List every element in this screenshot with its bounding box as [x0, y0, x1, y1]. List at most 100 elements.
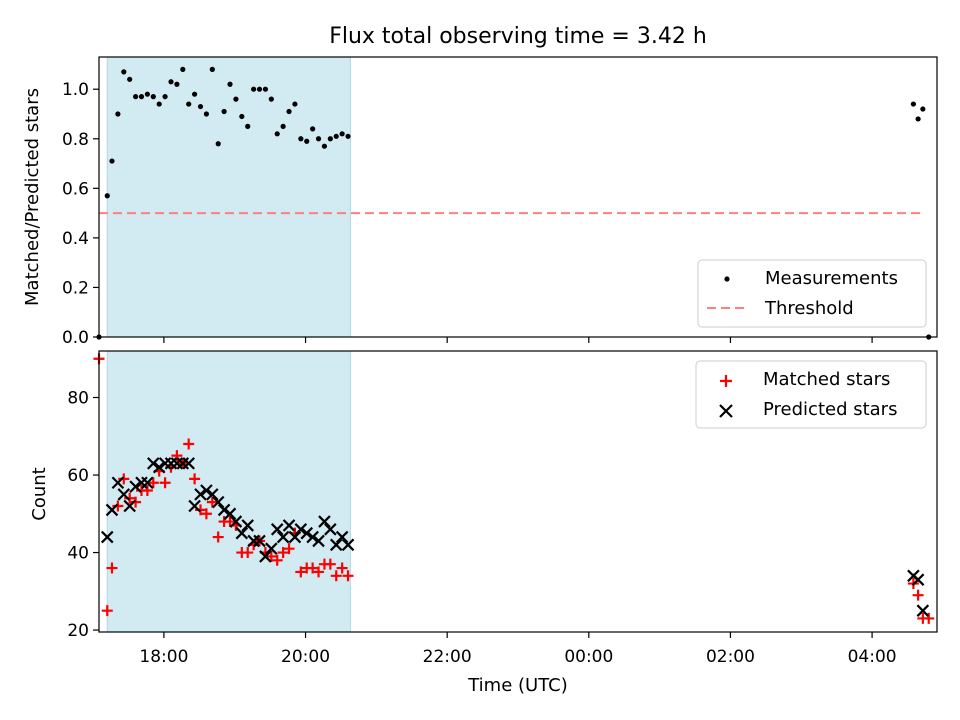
top-observing-interval-shading: [106, 56, 351, 338]
measurement-point: [215, 141, 221, 147]
matched-star-marker: [313, 566, 325, 578]
matched-star-marker: [336, 562, 348, 574]
predicted-star-marker: [235, 526, 249, 540]
measurement-point: [132, 94, 139, 100]
x-axis-label: Time (UTC): [467, 675, 568, 696]
measurement-point: [127, 76, 133, 82]
matched-star-marker: [295, 566, 307, 578]
top-y-tick-label: 1.0: [62, 80, 89, 100]
measurement-point: [144, 91, 150, 97]
measurement-point: [168, 79, 174, 85]
measurement-point: [920, 106, 926, 112]
matched-star-marker: [112, 500, 124, 512]
measurement-point: [327, 136, 333, 142]
predicted-star-marker: [335, 530, 349, 544]
predicted-star-marker: [147, 457, 160, 470]
measurement-point: [333, 133, 339, 139]
predicted-star-marker: [318, 515, 331, 528]
measurement-point: [115, 111, 121, 117]
predicted-star-marker: [265, 542, 278, 555]
measurement-point: [251, 86, 257, 92]
legend-matched-marker: [720, 375, 732, 387]
x-tick-label: 00:00: [564, 647, 613, 667]
measurement-point: [345, 133, 351, 139]
predicted-star-marker: [188, 499, 201, 513]
measurement-point: [203, 111, 210, 117]
predicted-star-marker: [123, 499, 136, 513]
matched-star-marker: [106, 562, 118, 574]
measurement-point: [150, 94, 156, 100]
top-y-tick-label: 0.8: [62, 130, 89, 150]
matched-star-marker: [206, 496, 218, 508]
measurement-point: [180, 66, 186, 72]
x-tick-label: 02:00: [706, 647, 755, 667]
measurement-point: [304, 138, 310, 144]
bottom-y-axis-label: Count: [29, 467, 50, 520]
legend-threshold-label: Threshold: [764, 298, 854, 319]
measurement-point: [138, 94, 145, 100]
predicted-star-marker: [276, 530, 290, 544]
predicted-star-marker: [141, 476, 154, 490]
measurement-point: [310, 126, 316, 132]
measurement-point: [239, 113, 245, 120]
measurement-point: [268, 96, 274, 102]
predicted-star-marker: [911, 573, 925, 586]
measurement-point: [245, 123, 251, 129]
predicted-star-marker: [182, 457, 195, 470]
matched-star-marker: [283, 543, 295, 555]
x-tick-label: 22:00: [423, 647, 472, 667]
legend-predicted-marker: [719, 404, 733, 418]
predicted-star-marker: [253, 534, 266, 548]
matched-star-marker: [130, 496, 142, 508]
predicted-star-marker: [341, 538, 355, 552]
matched-star-marker: [118, 473, 130, 485]
measurement-point: [221, 108, 227, 115]
matched-star-marker: [171, 450, 183, 462]
top-y-axis-label: Matched/Predicted stars: [22, 88, 43, 306]
matched-star-marker: [307, 562, 319, 574]
measurement-point: [292, 101, 298, 107]
matched-star-marker: [212, 531, 224, 543]
bottom-y-tick-label: 80: [67, 389, 89, 409]
predicted-star-marker: [229, 515, 243, 528]
matched-star-marker: [183, 438, 195, 450]
predicted-star-marker: [105, 503, 119, 517]
predicted-star-marker: [294, 523, 308, 536]
matched-star-marker: [265, 550, 277, 562]
matched-star-marker: [271, 554, 283, 566]
bottom-axes-frame: [98, 350, 938, 633]
measurement-point: [121, 69, 127, 75]
top-y-tick-label: 0.2: [62, 278, 89, 298]
measurement-point: [315, 136, 322, 142]
predicted-star-marker: [217, 503, 231, 517]
predicted-star-marker: [282, 519, 296, 532]
predicted-star-marker: [223, 507, 237, 521]
bottom-legend-box: [695, 360, 927, 429]
measurement-point: [104, 193, 110, 199]
measurement-point: [339, 131, 345, 137]
figure-title: Flux total observing time = 3.42 h: [329, 24, 707, 49]
matched-star-marker: [124, 492, 136, 504]
measurement-point: [162, 94, 168, 100]
top-y-tick-label: 0.4: [62, 229, 89, 249]
top-y-tick-label: 0.6: [62, 179, 89, 199]
predicted-star-marker: [300, 526, 314, 540]
top-legend: Measurements Threshold: [697, 259, 927, 328]
predicted-star-marker: [211, 495, 225, 509]
top-chart-panel: 0.0 0.2 0.4 0.6 0.8 1.0 Matched/Predicted sta…: [22, 56, 938, 348]
predicted-star-marker: [200, 484, 213, 497]
bottom-y-tick-label: 40: [67, 544, 89, 564]
matched-star-marker: [330, 570, 342, 582]
predicted-star-marker: [270, 523, 284, 536]
measurement-point: [186, 101, 192, 107]
top-legend-box: [697, 259, 927, 328]
legend-predicted-label: Predicted stars: [763, 399, 897, 420]
measurement-point: [915, 116, 921, 122]
matched-star-marker: [189, 473, 201, 485]
predicted-star-marker: [259, 550, 272, 563]
matched-star-marker: [923, 612, 935, 624]
measurement-point: [227, 81, 233, 87]
top-y-tick-label: 0.0: [62, 328, 89, 348]
